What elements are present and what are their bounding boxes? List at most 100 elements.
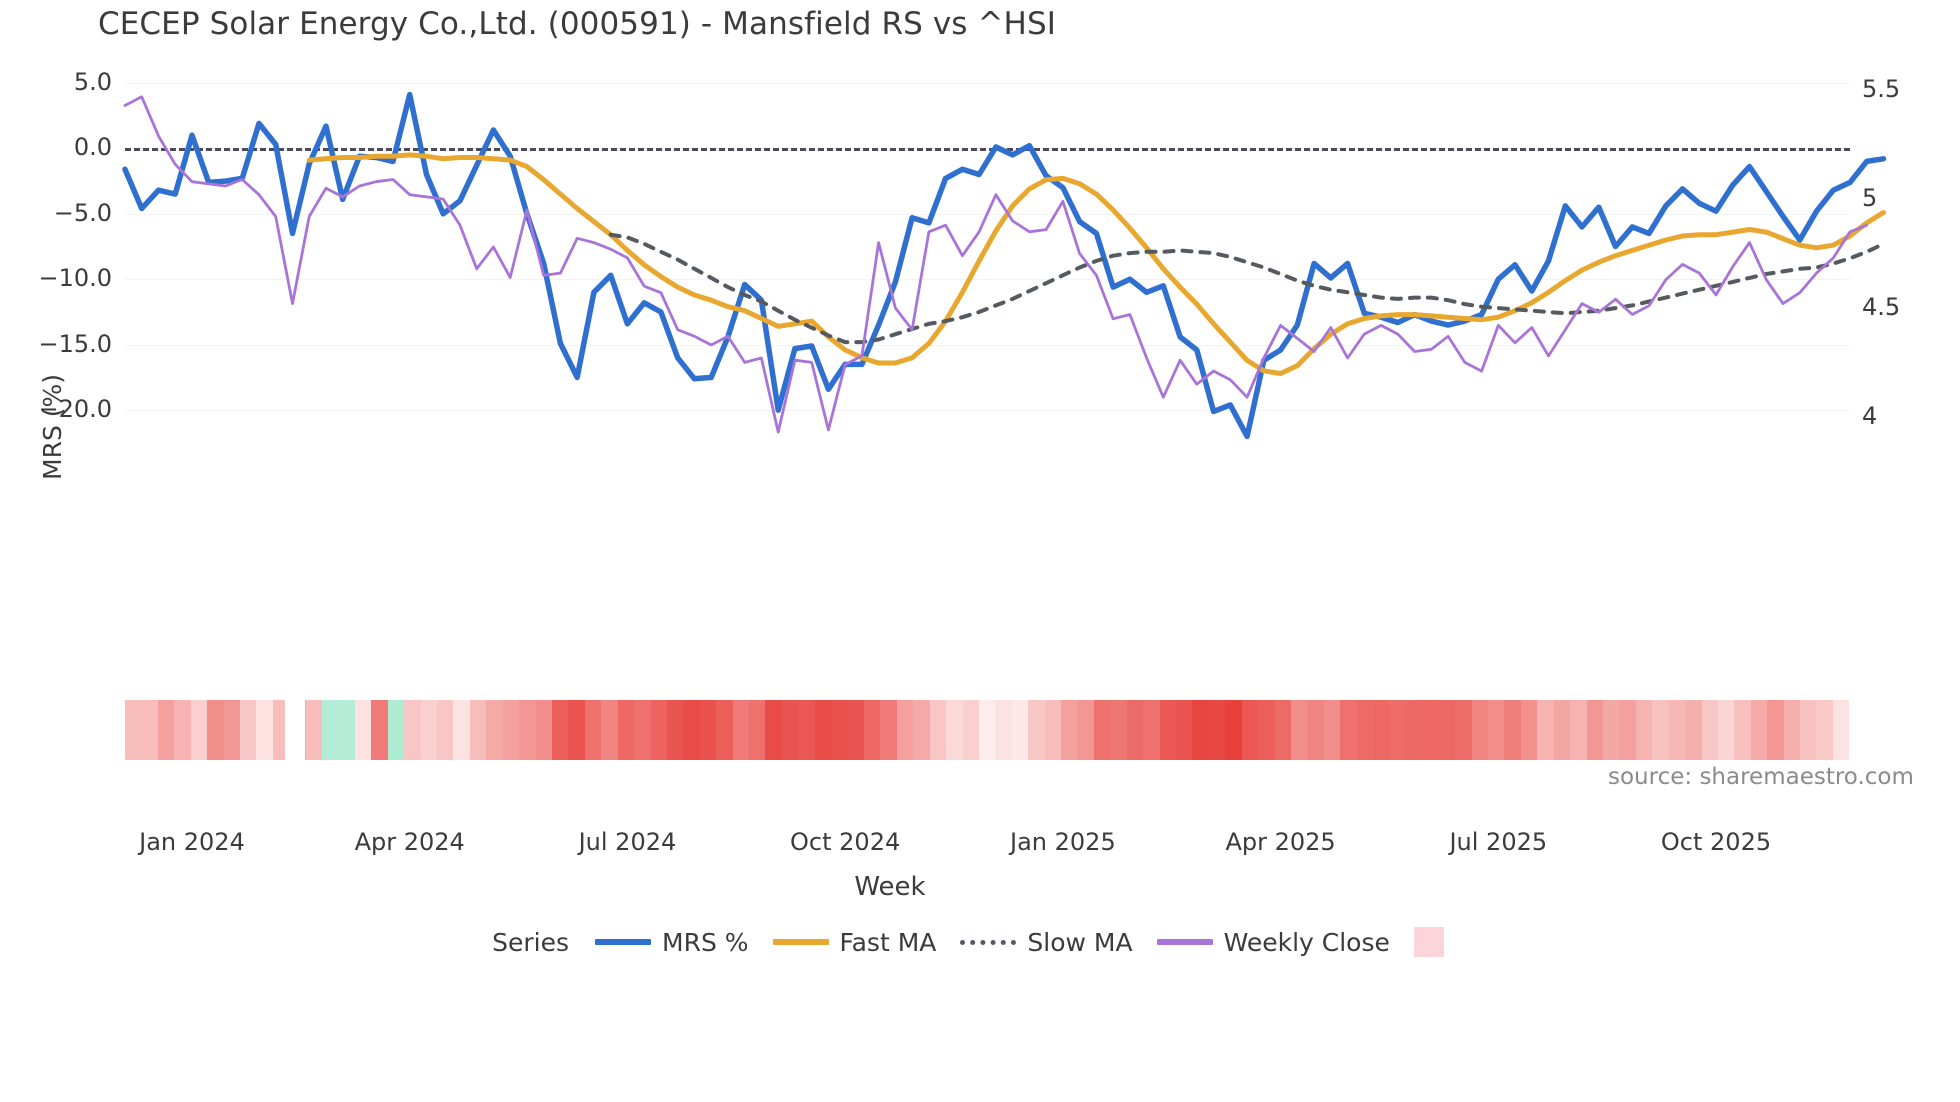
legend-item-slow-ma[interactable]: Slow MA xyxy=(960,927,1133,957)
heatmap-cell xyxy=(1044,700,1062,760)
heatmap-cell xyxy=(519,700,536,760)
heatmap-cell xyxy=(1734,700,1751,760)
y-tick-left: 5.0 xyxy=(73,67,112,96)
heatmap-cell xyxy=(1274,700,1291,760)
heatmap-cell xyxy=(1011,700,1029,760)
legend-swatch-icon xyxy=(772,939,829,945)
heatmap-cell xyxy=(1159,700,1176,760)
heatmap-cell xyxy=(1126,700,1144,760)
heatmap-cell xyxy=(995,700,1012,760)
heatmap-cell xyxy=(584,700,602,760)
heatmap-cell xyxy=(207,700,224,760)
heatmap-cell xyxy=(141,700,158,760)
heatmap-cell xyxy=(1455,700,1472,760)
heatmap-cell xyxy=(634,700,651,760)
heatmap-cell xyxy=(1619,700,1636,760)
x-tick: Jan 2025 xyxy=(1010,828,1116,856)
legend-swatch-icon xyxy=(960,939,1017,945)
series-line-weekly-close xyxy=(123,95,1869,434)
heatmap-cell xyxy=(1586,700,1603,760)
x-tick: Apr 2024 xyxy=(354,828,465,856)
heatmap-cell xyxy=(1832,700,1850,760)
heatmap-cell xyxy=(978,700,996,760)
heatmap-cell xyxy=(1685,700,1702,760)
heatmap-cell xyxy=(157,700,175,760)
zero-reference-line xyxy=(125,148,1850,152)
heatmap-cell xyxy=(1504,700,1521,760)
heatmap-cell xyxy=(371,700,388,760)
heatmap-cell xyxy=(256,700,273,760)
legend-item-mrs[interactable]: MRS % xyxy=(595,928,749,957)
heatmap-cell xyxy=(1323,700,1341,760)
chart-title: CECEP Solar Energy Co.,Ltd. (000591) - M… xyxy=(98,6,1056,42)
relative-strength-heatmap xyxy=(125,700,1850,760)
heatmap-cell xyxy=(765,700,782,760)
legend-item-weekly-close[interactable]: Weekly Close xyxy=(1156,927,1390,957)
heatmap-cell xyxy=(683,700,700,760)
heatmap-cell xyxy=(1750,700,1768,760)
legend-item-label: Fast MA xyxy=(839,927,937,957)
legend-item-fast-ma[interactable]: Fast MA xyxy=(772,927,937,957)
x-tick: Jan 2024 xyxy=(139,828,245,856)
heatmap-cell xyxy=(387,700,405,760)
y-tick-right: 5 xyxy=(1862,184,1878,213)
heatmap-cell xyxy=(1192,700,1209,760)
heatmap-cell xyxy=(896,700,914,760)
heatmap-cell xyxy=(125,700,142,760)
y-tick-left: 0.0 xyxy=(73,133,112,162)
x-axis-label-text: Week xyxy=(854,872,926,902)
heatmap-cell xyxy=(1356,700,1374,760)
heatmap-cell xyxy=(601,700,618,760)
legend-swatch-icon xyxy=(1413,927,1444,957)
heatmap-cell xyxy=(1438,700,1456,760)
heatmap-cell xyxy=(1422,700,1439,760)
heatmap-cell xyxy=(1717,700,1735,760)
heatmap-cell xyxy=(190,700,208,760)
legend-item-label: Slow MA xyxy=(1027,927,1133,957)
source-watermark: source: sharemaestro.com xyxy=(1608,764,1914,790)
legend-swatch-icon xyxy=(1156,939,1213,945)
heatmap-cell xyxy=(1816,700,1833,760)
gridline xyxy=(125,410,1850,412)
heatmap-cell xyxy=(338,700,355,760)
heatmap-cell xyxy=(437,700,454,760)
x-tick: Oct 2025 xyxy=(1660,828,1772,856)
heatmap-cell xyxy=(650,700,667,760)
gridline xyxy=(125,82,1850,84)
heatmap-cell xyxy=(814,700,832,760)
heatmap-cell xyxy=(798,700,815,760)
heatmap-cell xyxy=(1307,700,1324,760)
heatmap-cell xyxy=(469,700,487,760)
y-tick-left: −20.0 xyxy=(38,395,112,424)
heatmap-cell xyxy=(1405,700,1423,760)
heatmap-cell xyxy=(1258,700,1275,760)
heatmap-cell xyxy=(617,700,635,760)
heatmap-cell xyxy=(1093,700,1111,760)
heatmap-cell xyxy=(699,700,717,760)
legend-item-label: Weekly Close xyxy=(1223,927,1390,957)
heatmap-cell xyxy=(535,700,552,760)
heatmap-cell xyxy=(354,700,372,760)
heatmap-cell xyxy=(1570,700,1587,760)
heatmap-cell xyxy=(962,700,979,760)
heatmap-cell xyxy=(1389,700,1406,760)
heatmap-cell xyxy=(1110,700,1127,760)
legend-item-swatch[interactable] xyxy=(1413,927,1444,957)
y-tick-left: −10.0 xyxy=(38,264,112,293)
heatmap-cell xyxy=(404,700,421,760)
heatmap-cell xyxy=(929,700,947,760)
series-line-mrs xyxy=(122,91,1887,440)
heatmap-cell xyxy=(749,700,766,760)
heatmap-cell xyxy=(239,700,257,760)
gridline xyxy=(125,279,1850,281)
heatmap-cell xyxy=(1800,700,1817,760)
heatmap-cell xyxy=(1241,700,1259,760)
heatmap-cell xyxy=(847,700,864,760)
heatmap-cell xyxy=(1602,700,1620,760)
heatmap-cell xyxy=(880,700,897,760)
y-tick-right: 4 xyxy=(1862,401,1878,430)
y-tick-right: 4.5 xyxy=(1862,292,1901,321)
heatmap-cell xyxy=(1553,700,1571,760)
heatmap-cell xyxy=(732,700,750,760)
